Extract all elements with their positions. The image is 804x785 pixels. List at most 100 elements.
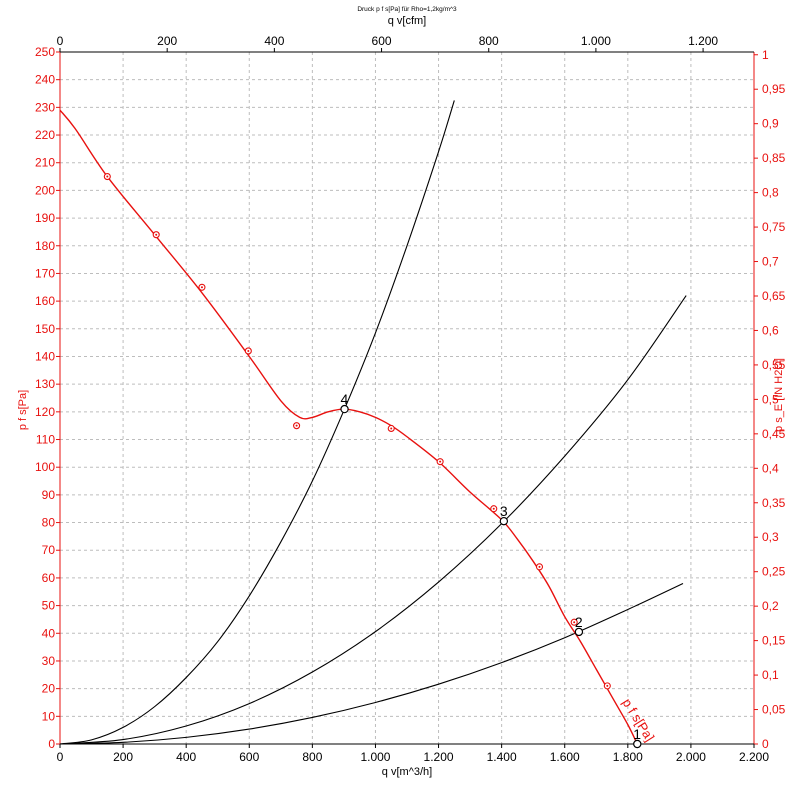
y-tick-label-right: 0,4 — [762, 461, 779, 475]
fan-measured-point-dot — [247, 349, 250, 352]
x-tick-label-bottom: 400 — [176, 750, 196, 764]
top-axis-title: q v[cfm] — [388, 15, 427, 27]
system-curve-2 — [59, 295, 687, 745]
system-curve-3 — [59, 582, 684, 745]
y-tick-label-right: 0,5 — [762, 392, 779, 406]
x-tick-label-top: 1.000 — [581, 34, 611, 48]
x-tick-label-bottom: 2.200 — [739, 750, 769, 764]
y-tick-label-left: 230 — [35, 100, 55, 114]
y-tick-label-left: 30 — [42, 654, 56, 668]
x-tick-label-top: 400 — [264, 34, 284, 48]
y-tick-label-right: 0,3 — [762, 530, 779, 544]
fan-measured-point-dot — [439, 460, 442, 463]
fan-measured-point-dot — [295, 424, 298, 427]
y-tick-label-left: 160 — [35, 294, 55, 308]
y-tick-label-left: 150 — [35, 322, 55, 336]
fan-measured-point-dot — [106, 175, 109, 178]
x-tick-label-top: 0 — [57, 34, 64, 48]
operating-point-label: 2 — [575, 614, 583, 630]
fan-measured-point-dot — [606, 684, 609, 687]
y-tick-label-right: 0,6 — [762, 323, 779, 337]
y-tick-label-right: 0,25 — [762, 565, 786, 579]
y-tick-label-right: 0,7 — [762, 255, 779, 269]
x-tick-label-top: 600 — [372, 34, 392, 48]
y-tick-label-left: 210 — [35, 156, 55, 170]
operating-point-3 — [499, 516, 509, 526]
y-tick-label-left: 120 — [35, 405, 55, 419]
fan-measured-point-dot — [492, 507, 495, 510]
x-tick-label-bottom: 600 — [239, 750, 259, 764]
y-tick-label-left: 0 — [48, 737, 55, 751]
system-curve-1 — [59, 100, 455, 745]
fan-measured-point-dot — [573, 621, 576, 624]
grid-lines — [60, 52, 754, 744]
fan-curve-line — [59, 109, 638, 745]
operating-point-label: 1 — [633, 726, 641, 742]
operating-point-2 — [574, 627, 584, 637]
y-tick-label-left: 220 — [35, 128, 55, 142]
fan-measured-point-dot — [390, 427, 393, 430]
y-tick-label-right: 0 — [762, 737, 769, 751]
y-tick-label-right: 0,1 — [762, 668, 779, 682]
y-tick-label-left: 180 — [35, 239, 55, 253]
operating-point-label: 4 — [341, 391, 349, 407]
x-tick-label-top: 1.200 — [688, 34, 718, 48]
y-tick-label-left: 70 — [42, 543, 56, 557]
y-tick-label-right: 0,65 — [762, 289, 786, 303]
y-tick-label-right: 0,2 — [762, 599, 779, 613]
y-tick-label-right: 0,45 — [762, 427, 786, 441]
x-tick-label-bottom: 1.600 — [550, 750, 580, 764]
right-axis-title: p s_E [IN H2O] — [773, 358, 785, 432]
y-tick-label-left: 80 — [42, 516, 56, 530]
x-tick-label-bottom: 800 — [302, 750, 322, 764]
x-tick-label-bottom: 1.800 — [613, 750, 643, 764]
y-tick-label-right: 0,95 — [762, 82, 786, 96]
x-tick-label-bottom: 1.200 — [424, 750, 454, 764]
y-tick-label-right: 0,8 — [762, 186, 779, 200]
y-tick-label-left: 60 — [42, 571, 56, 585]
y-tick-label-left: 250 — [35, 45, 55, 59]
y-tick-label-left: 130 — [35, 377, 55, 391]
y-tick-label-right: 0,05 — [762, 703, 786, 717]
y-tick-label-right: 0,15 — [762, 634, 786, 648]
y-tick-label-left: 140 — [35, 349, 55, 363]
y-tick-label-right: 0,35 — [762, 496, 786, 510]
tick-labels: 0102030405060708090100110120130140150160… — [35, 34, 786, 764]
y-tick-label-left: 190 — [35, 211, 55, 225]
x-tick-label-bottom: 1.400 — [487, 750, 517, 764]
y-tick-label-left: 40 — [42, 626, 56, 640]
x-tick-label-bottom: 1.000 — [360, 750, 390, 764]
markers: 1 2 3 4 — [103, 173, 642, 749]
y-tick-label-left: 100 — [35, 460, 55, 474]
axes — [56, 48, 758, 748]
left-axis-title: p f s[Pa] — [17, 390, 29, 430]
x-tick-label-bottom: 2.000 — [676, 750, 706, 764]
x-tick-label-bottom: 0 — [57, 750, 64, 764]
bottom-axis-title: q v[m^3/h] — [382, 766, 432, 778]
chart-title: Druck p f s[Pa] für Rho=1,2kg/m^3 — [357, 6, 457, 13]
fan-measured-point-dot — [200, 286, 203, 289]
x-tick-label-top: 200 — [157, 34, 177, 48]
y-tick-label-left: 170 — [35, 266, 55, 280]
y-tick-label-left: 50 — [42, 599, 56, 613]
y-tick-label-left: 240 — [35, 73, 55, 87]
x-tick-label-bottom: 200 — [113, 750, 133, 764]
y-tick-label-left: 10 — [42, 709, 56, 723]
y-tick-label-left: 110 — [36, 433, 55, 447]
y-tick-label-right: 0,9 — [762, 117, 779, 131]
operating-point-4 — [340, 404, 349, 414]
y-tick-label-left: 20 — [42, 682, 56, 696]
y-tick-label-left: 200 — [35, 183, 55, 197]
y-tick-label-right: 0,85 — [762, 151, 786, 165]
y-tick-label-left: 90 — [42, 488, 56, 502]
fan-measured-point-dot — [538, 565, 541, 568]
operating-point-1 — [633, 739, 642, 749]
fan-measured-point-dot — [155, 233, 158, 236]
y-tick-label-right: 0,55 — [762, 358, 786, 372]
y-tick-label-right: 0,75 — [762, 220, 786, 234]
x-tick-label-top: 800 — [479, 34, 499, 48]
operating-point-label: 3 — [500, 503, 508, 519]
curves — [59, 100, 687, 745]
y-tick-label-right: 1 — [762, 48, 769, 62]
